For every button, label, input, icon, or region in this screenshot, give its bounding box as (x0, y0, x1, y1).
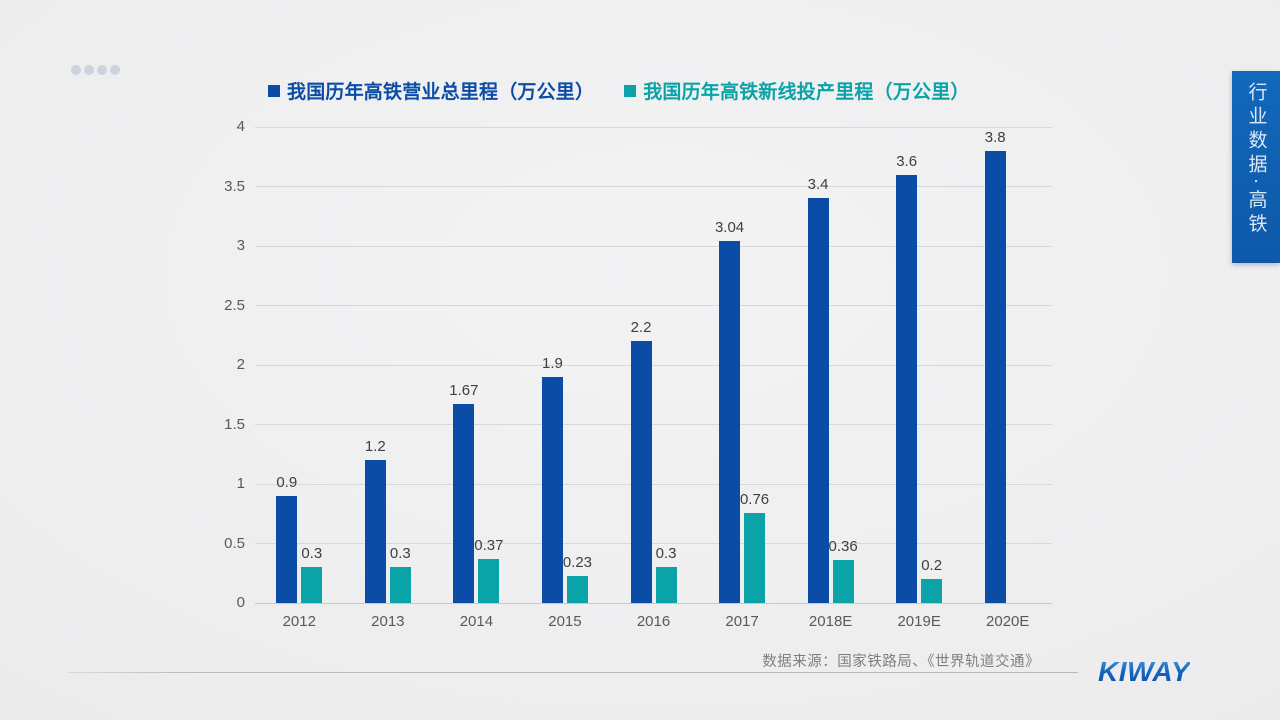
gridline (255, 543, 1052, 544)
y-tick-label: 3.5 (224, 177, 245, 195)
bar-value-label: 0.3 (301, 545, 323, 563)
bar-2020E-series1 (984, 150, 1006, 603)
bar-value-label: 0.23 (562, 553, 593, 571)
y-tick-label: 3 (236, 237, 245, 254)
legend-label: 我国历年高铁营业总里程（万公里） (287, 82, 595, 103)
x-tick-label: 2014 (459, 613, 494, 630)
dot-icon (110, 65, 120, 75)
bar-value-label: 0.76 (739, 490, 770, 508)
bar-2014-series2 (478, 558, 500, 603)
bar-2012-series2 (301, 567, 323, 603)
bar-value-label: 1.67 (449, 382, 479, 400)
bar-2016-series2 (655, 567, 677, 603)
pagination-dots-icon (71, 65, 120, 75)
dot-icon (71, 65, 81, 75)
x-tick-label: 2018E (808, 613, 853, 630)
legend-item-total-mileage: 我国历年高铁营业总里程（万公里） (268, 77, 594, 104)
x-tick-label: 2015 (548, 613, 582, 630)
bar-value-label: 3.4 (807, 176, 829, 194)
bar-value-label: 1.2 (364, 438, 386, 456)
bar-value-label: 0.37 (474, 536, 504, 554)
bar-2017-series2 (744, 512, 766, 603)
bar-value-label: 3.8 (984, 128, 1006, 146)
bar-2016-series1 (630, 341, 652, 603)
bar-value-label: 0.3 (389, 545, 411, 563)
bar-2019E-series1 (896, 174, 918, 603)
y-tick-label: 2 (236, 356, 245, 373)
gridline (255, 186, 1052, 187)
gridline (255, 424, 1052, 425)
bar-2019E-series2 (921, 579, 943, 603)
dot-icon (84, 65, 94, 75)
bar-value-label: 2.2 (630, 319, 652, 337)
bar-2014-series1 (453, 404, 475, 603)
x-tick-label: 2016 (636, 613, 671, 630)
footer-divider (68, 672, 1078, 673)
legend-label: 我国历年高铁新线投产里程（万公里） (643, 82, 970, 103)
bar-2018E-series1 (807, 198, 829, 603)
legend-item-new-line-mileage: 我国历年高铁新线投产里程（万公里） (624, 77, 969, 104)
bar-2012-series1 (276, 495, 298, 603)
bar-value-label: 0.2 (921, 557, 943, 575)
y-tick-label: 1 (236, 475, 245, 492)
y-tick-label: 1.5 (224, 415, 245, 433)
gridline (255, 602, 1052, 604)
data-source-note: 数据来源：国家铁路局、《世界轨道交通》 (762, 654, 1040, 670)
bar-2013-series2 (389, 567, 411, 603)
legend-swatch-icon (268, 84, 280, 97)
x-tick-label: 2019E (897, 613, 941, 630)
chart-legend: 我国历年高铁营业总里程（万公里） 我国历年高铁新线投产里程（万公里） (268, 77, 970, 104)
x-tick-label: 2020E (986, 613, 1030, 630)
y-tick-label: 0 (236, 594, 245, 611)
dot-icon (97, 65, 107, 75)
gridline (255, 364, 1052, 366)
gridline (255, 126, 1052, 128)
bar-value-label: 0.36 (828, 538, 858, 556)
y-tick-label: 0.5 (224, 534, 245, 552)
gridline (255, 245, 1052, 247)
bar-value-label: 0.3 (655, 545, 677, 563)
x-tick-label: 2013 (371, 613, 405, 630)
side-banner-label: 行业数据·高铁 (1245, 82, 1267, 238)
bar-2018E-series2 (832, 560, 854, 603)
legend-swatch-icon (624, 84, 637, 97)
side-banner: 行业数据·高铁 (1232, 71, 1280, 263)
y-tick-label: 2.5 (224, 296, 245, 314)
bar-2013-series1 (364, 460, 386, 603)
bar-value-label: 0.9 (276, 473, 298, 491)
kiway-logo: KIWAY (1098, 656, 1191, 687)
gridline (255, 305, 1052, 306)
y-tick-label: 4 (236, 118, 245, 135)
bar-2017-series1 (719, 241, 741, 603)
bar-value-label: 3.6 (896, 152, 918, 170)
plot-area: 0.9 0.3 1.2 0.3 1.67 0.37 1.9 0.23 2.2 0.3 3.04 0.7… (255, 126, 1052, 604)
x-tick-label: 2017 (725, 613, 759, 630)
x-tick-label: 2012 (282, 613, 316, 630)
gridline (255, 483, 1052, 485)
bar-2015-series2 (566, 575, 588, 603)
bar-value-label: 1.9 (542, 354, 563, 372)
bar-2015-series1 (541, 376, 563, 603)
bar-value-label: 3.04 (714, 219, 745, 237)
